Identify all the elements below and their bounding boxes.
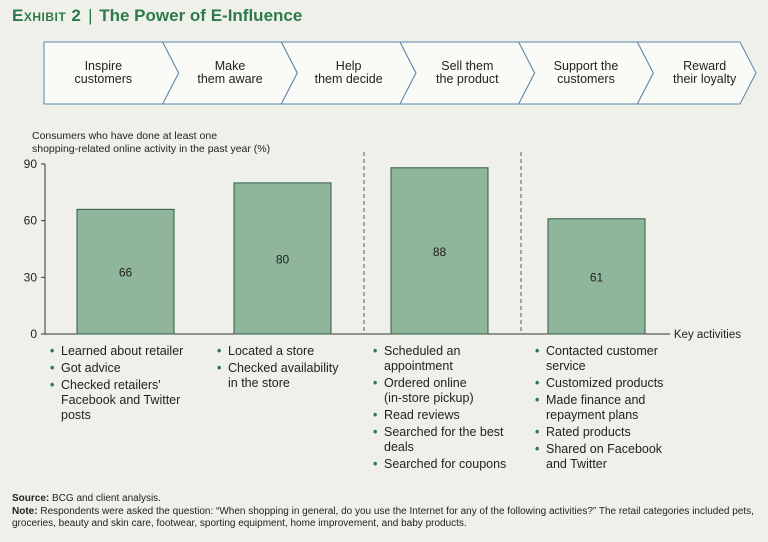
note-label: Note:	[12, 505, 38, 517]
stage-label: Make them aware	[197, 59, 263, 86]
activity-item: Searched for the best deals	[373, 425, 528, 455]
exhibit-heading: The Power of E-Influence	[99, 6, 303, 25]
activity-list: Contacted customer service Customized pro…	[535, 344, 705, 474]
y-tick-label: 60	[24, 214, 38, 228]
activity-item: Read reviews	[373, 408, 528, 423]
stage-label: Sell them the product	[436, 59, 499, 86]
stage-label: Help them decide	[314, 59, 383, 86]
stage-label: Reward their loyalty	[673, 59, 737, 86]
source-note: Source: BCG and client analysis. Note: R…	[12, 493, 757, 531]
bar	[390, 167, 489, 335]
bar	[76, 208, 175, 335]
activity-item: Got advice	[50, 361, 205, 376]
source-text: BCG and client analysis.	[49, 493, 161, 504]
y-tick-label: 0	[30, 327, 37, 341]
activity-item: Checked availability in the store	[217, 361, 367, 391]
activity-item: Customized products	[535, 376, 705, 391]
activity-item: Learned about retailer	[50, 344, 205, 359]
chart-title: Consumers who have done at least one sho…	[32, 130, 271, 155]
activity-item: Shared on Facebook and Twitter	[535, 442, 705, 472]
activity-list: Located a store Checked availability in t…	[217, 344, 367, 393]
activity-list: Learned about retailer Got advice Checked …	[50, 344, 205, 425]
exhibit-number: Exhibit 2	[12, 6, 82, 25]
y-tick-label: 30	[24, 270, 38, 284]
activity-item: Made finance and repayment plans	[535, 393, 705, 423]
activity-item: Ordered online (in-store pickup)	[373, 376, 528, 406]
activity-item: Rated products	[535, 425, 705, 440]
activity-item: Contacted customer service	[535, 344, 705, 374]
y-tick-label: 90	[24, 157, 38, 171]
bar	[233, 182, 332, 335]
bar-value-label: 61	[590, 270, 604, 284]
stage-label: Inspire customers	[74, 59, 133, 86]
bar-value-label: 80	[276, 252, 290, 266]
bar-value-label: 66	[119, 266, 133, 280]
activity-item: Located a store	[217, 344, 367, 359]
x-axis-title: Key activities	[674, 329, 741, 341]
activity-item: Checked retailers' Facebook and Twitter …	[50, 378, 205, 423]
bar-chart: 0 30 60 90 Key activities 66 80 88 61	[24, 152, 741, 341]
activity-list: Scheduled an appointmentOrdered online (…	[373, 344, 528, 474]
bar	[547, 218, 646, 335]
stage-label: Support the customers	[553, 59, 619, 86]
activity-item: Scheduled an appointment	[373, 344, 528, 374]
bar-value-label: 88	[433, 245, 447, 259]
activity-item: Searched for coupons	[373, 457, 528, 472]
exhibit-title: Exhibit 2 | The Power of E-Influence	[12, 6, 302, 26]
stage-chevron-row	[43, 41, 757, 105]
stage-chevron	[636, 41, 757, 105]
note-text: Respondents were asked the question: “Wh…	[12, 505, 754, 530]
title-separator: |	[83, 6, 98, 25]
source-label: Source:	[12, 493, 50, 504]
